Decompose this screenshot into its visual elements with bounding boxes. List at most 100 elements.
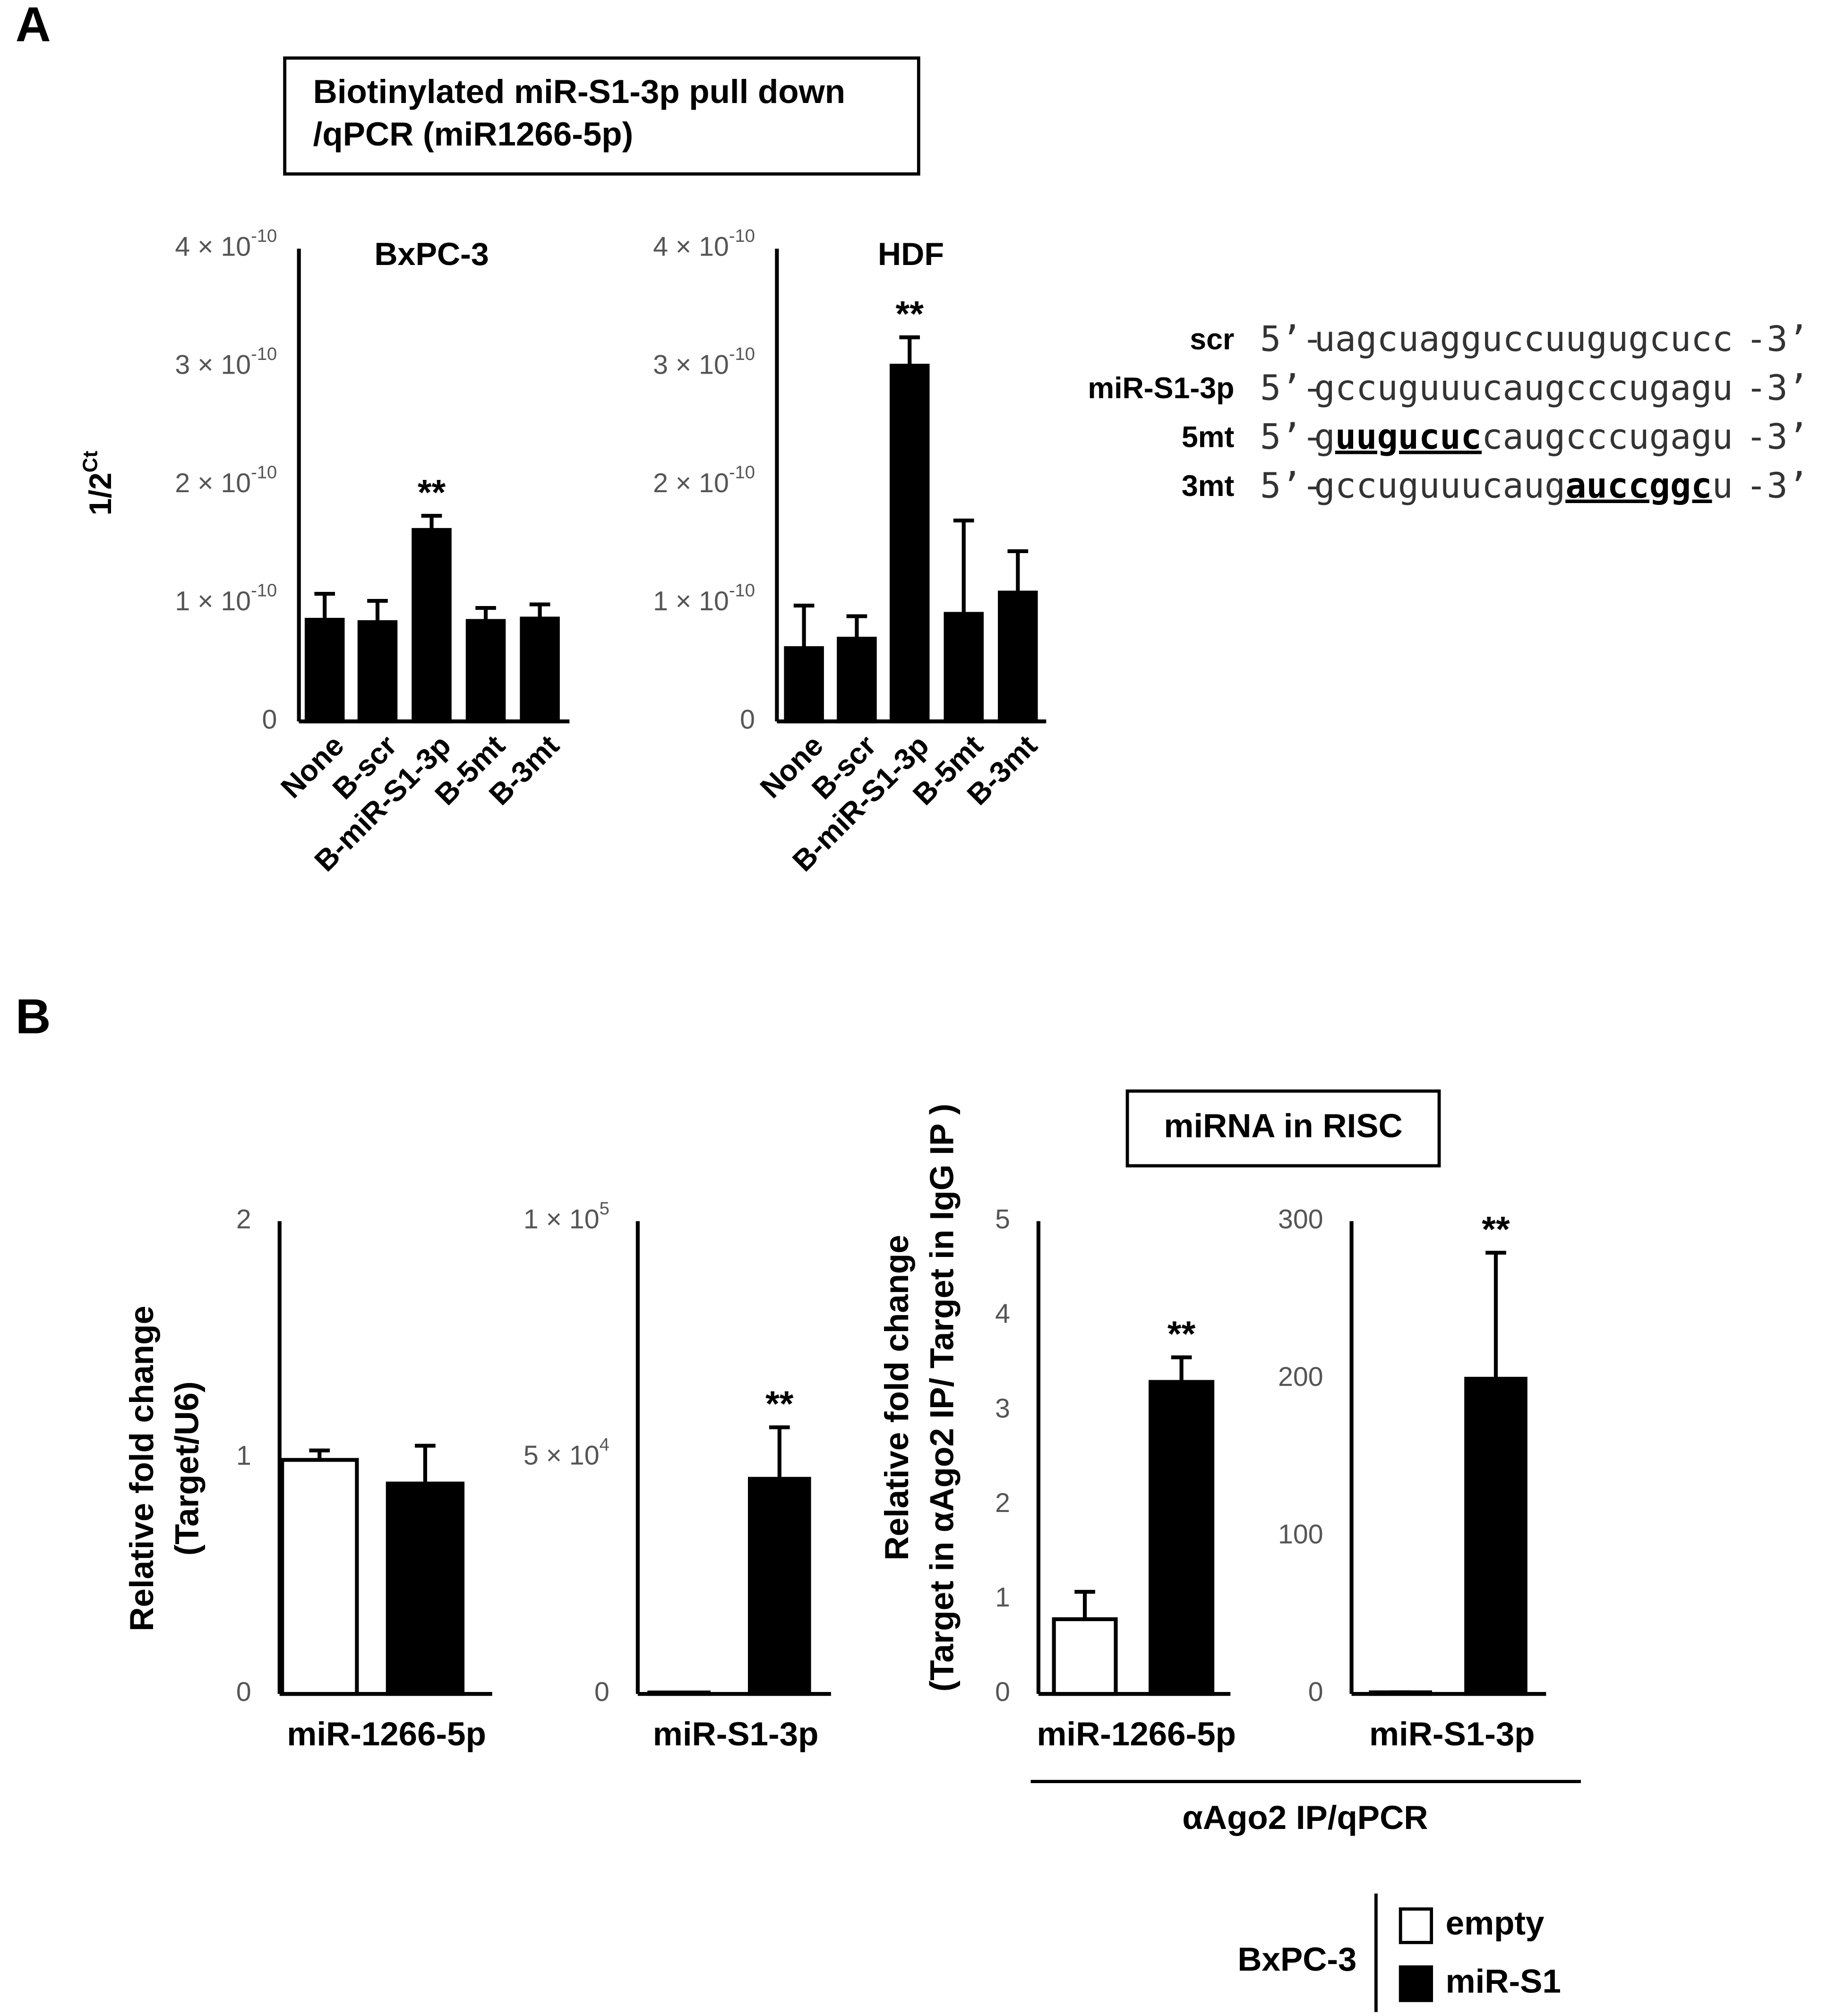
y-tick-label: 2 × 10-10 <box>653 462 755 498</box>
y-tick-mantissa: 3 × 10 <box>653 350 729 380</box>
y-tick-mantissa: 1 × 10 <box>175 586 251 616</box>
y-tick-label: 4 × 10-10 <box>653 226 755 262</box>
sequence-part: uagcuagguccuugugcucc <box>1314 319 1733 359</box>
y-tick-label: 1 × 10-10 <box>175 581 277 617</box>
y-tick-mantissa: 1 × 10 <box>523 1204 600 1234</box>
y-tick-label: 2 <box>236 1204 251 1234</box>
sequence-prefix: 5’- <box>1260 319 1323 359</box>
y-tick-label: 1 × 105 <box>523 1198 609 1235</box>
significance: ** <box>1167 1314 1196 1354</box>
y-tick-exponent: -10 <box>729 462 755 482</box>
y-tick-label: 2 <box>995 1488 1010 1518</box>
y-tick-label: 0 <box>1308 1677 1323 1707</box>
error-bar <box>529 602 550 619</box>
legend-label: miR-S1 <box>1446 1963 1561 2000</box>
bar <box>1149 1380 1215 1696</box>
y-tick-label: 4 × 10-10 <box>175 226 277 262</box>
legend-swatch <box>1399 1907 1433 1944</box>
legend-swatch <box>1399 1965 1433 2002</box>
y-tick-label: 5 <box>995 1204 1010 1234</box>
y-tick-label: 1 <box>236 1441 251 1471</box>
group-label: αAgo2 IP/qPCR <box>1182 1799 1428 1837</box>
bar <box>412 528 452 724</box>
bar <box>944 612 984 724</box>
x-tick-label: miR-S1-3p <box>1369 1716 1535 1753</box>
x-tick-label: miR-S1-3p <box>653 1716 819 1753</box>
y-tick-exponent: -10 <box>251 344 277 364</box>
sequence-part: gccuguuucaugcccugagu <box>1314 368 1733 408</box>
sequence-part: g <box>1314 417 1335 457</box>
y-tick-exponent: -10 <box>729 581 755 601</box>
significance: ** <box>896 294 924 334</box>
y-tick-label: 100 <box>1278 1520 1323 1550</box>
bar <box>1464 1376 1527 1696</box>
y-tick-mantissa: 2 × 10 <box>175 468 251 498</box>
error-bar <box>1074 1589 1095 1619</box>
x-tick-label: miR-1266-5p <box>287 1716 486 1753</box>
error-bar <box>899 335 920 366</box>
error-bar <box>769 1425 790 1479</box>
y-tick-mantissa: 5 × 10 <box>523 1441 600 1471</box>
y-tick-exponent: -10 <box>251 462 277 482</box>
y-tick-label: 1 × 10-10 <box>653 581 755 617</box>
box-title: miRNA in RISC <box>1164 1108 1402 1145</box>
y-label-sup: Ct <box>79 451 102 472</box>
significance: ** <box>1482 1210 1510 1250</box>
error-bar <box>415 1444 436 1484</box>
legend-label: empty <box>1446 1905 1545 1942</box>
y-tick-label: 0 <box>594 1677 609 1707</box>
bar <box>520 616 560 724</box>
error-bar <box>1171 1355 1192 1382</box>
sequence-name: scr <box>1190 323 1234 356</box>
y-tick-label: 1 <box>995 1582 1010 1613</box>
sequence-part: uugucuc <box>1335 417 1482 457</box>
significance: ** <box>418 472 446 513</box>
y-tick-exponent: -10 <box>729 226 755 246</box>
error-bar <box>421 513 442 530</box>
sequence-suffix: -3’ <box>1746 417 1809 457</box>
y-tick-label: 0 <box>740 704 755 735</box>
sequence-prefix: 5’- <box>1260 466 1323 506</box>
sequence-name: 5mt <box>1182 421 1235 454</box>
sequence-name: 3mt <box>1182 470 1235 503</box>
sequence: uagcuagguccuugugcucc -3’ <box>1314 319 1809 359</box>
sequence-part: gccuguuucaug <box>1314 466 1565 506</box>
y-tick-mantissa: 4 × 10 <box>653 232 729 262</box>
bar <box>304 617 345 724</box>
significance: ** <box>765 1384 794 1424</box>
y-tick-label: 300 <box>1278 1204 1323 1234</box>
y-axis-label: Relative fold change <box>878 1235 916 1560</box>
sequence-part: u <box>1712 466 1733 506</box>
error-bar <box>793 603 815 649</box>
panel-label: B <box>16 989 51 1043</box>
sequence-name: miR-S1-3p <box>1088 372 1234 405</box>
sequence-part: caugcccugagu <box>1482 417 1733 457</box>
y-tick-exponent: 5 <box>600 1198 609 1219</box>
y-tick-label: 0 <box>236 1677 251 1707</box>
error-bar <box>475 606 496 621</box>
sequence-suffix: -3’ <box>1746 368 1809 408</box>
error-bar <box>367 598 388 623</box>
y-tick-mantissa: 1 × 10 <box>653 586 729 616</box>
y-tick-label: 0 <box>262 704 277 735</box>
y-tick-mantissa: 2 × 10 <box>653 468 729 498</box>
x-tick-label: miR-1266-5p <box>1037 1716 1236 1753</box>
y-tick-label: 4 <box>995 1299 1010 1329</box>
y-tick-label: 2 × 10-10 <box>175 462 277 498</box>
bar <box>837 637 877 724</box>
chart-title: BxPC-3 <box>374 236 489 272</box>
y-tick-label: 3 × 10-10 <box>653 344 755 380</box>
error-bar <box>953 518 974 614</box>
bar <box>998 590 1038 724</box>
sequence: guugucuccaugcccugagu -3’ <box>1314 417 1809 457</box>
y-tick-label: 3 <box>995 1393 1010 1424</box>
y-tick-mantissa: 3 × 10 <box>175 350 251 380</box>
y-axis-label: (Target/U6) <box>169 1381 206 1555</box>
sequence: gccuguuucaugcccugagu -3’ <box>1314 368 1809 408</box>
y-tick-label: 5 × 104 <box>523 1435 609 1471</box>
y-axis-label: 1/2Ct <box>79 451 118 515</box>
chart-title: HDF <box>878 236 944 272</box>
bar <box>280 1458 359 1696</box>
